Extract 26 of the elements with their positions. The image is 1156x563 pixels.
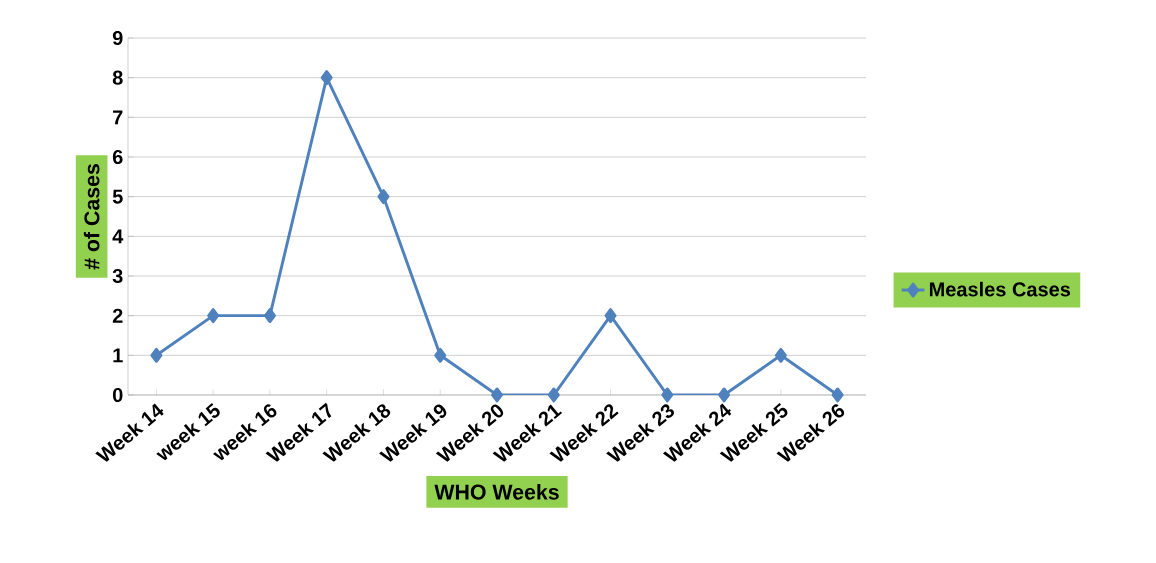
point: [774, 347, 787, 363]
point: [661, 387, 674, 403]
y-axis-title: # of Cases: [83, 164, 100, 270]
point: [604, 308, 617, 324]
y-tick-label: 7: [113, 110, 123, 125]
point: [831, 387, 844, 403]
y-tick-label: 4: [112, 229, 124, 244]
point: [263, 308, 276, 324]
y-tick-label: 0: [112, 387, 123, 403]
x-axis-title: WHO Weeks: [434, 483, 559, 500]
point: [320, 70, 333, 86]
point: [150, 347, 163, 363]
y-tick-label: 9: [112, 30, 123, 46]
legend-label: Measles Cases: [929, 281, 1071, 297]
y-tick-label: 1: [113, 348, 123, 363]
point: [434, 347, 447, 363]
point: [207, 308, 220, 324]
point: [718, 387, 731, 403]
point: [491, 387, 503, 403]
y-tick-label: 8: [112, 70, 123, 85]
point: [377, 189, 390, 205]
y-tick-label: 5: [112, 189, 123, 204]
y-tick-label: 2: [112, 308, 123, 323]
y-tick-label: 3: [112, 268, 123, 284]
point: [547, 387, 560, 403]
y-tick-label: 6: [112, 149, 123, 165]
